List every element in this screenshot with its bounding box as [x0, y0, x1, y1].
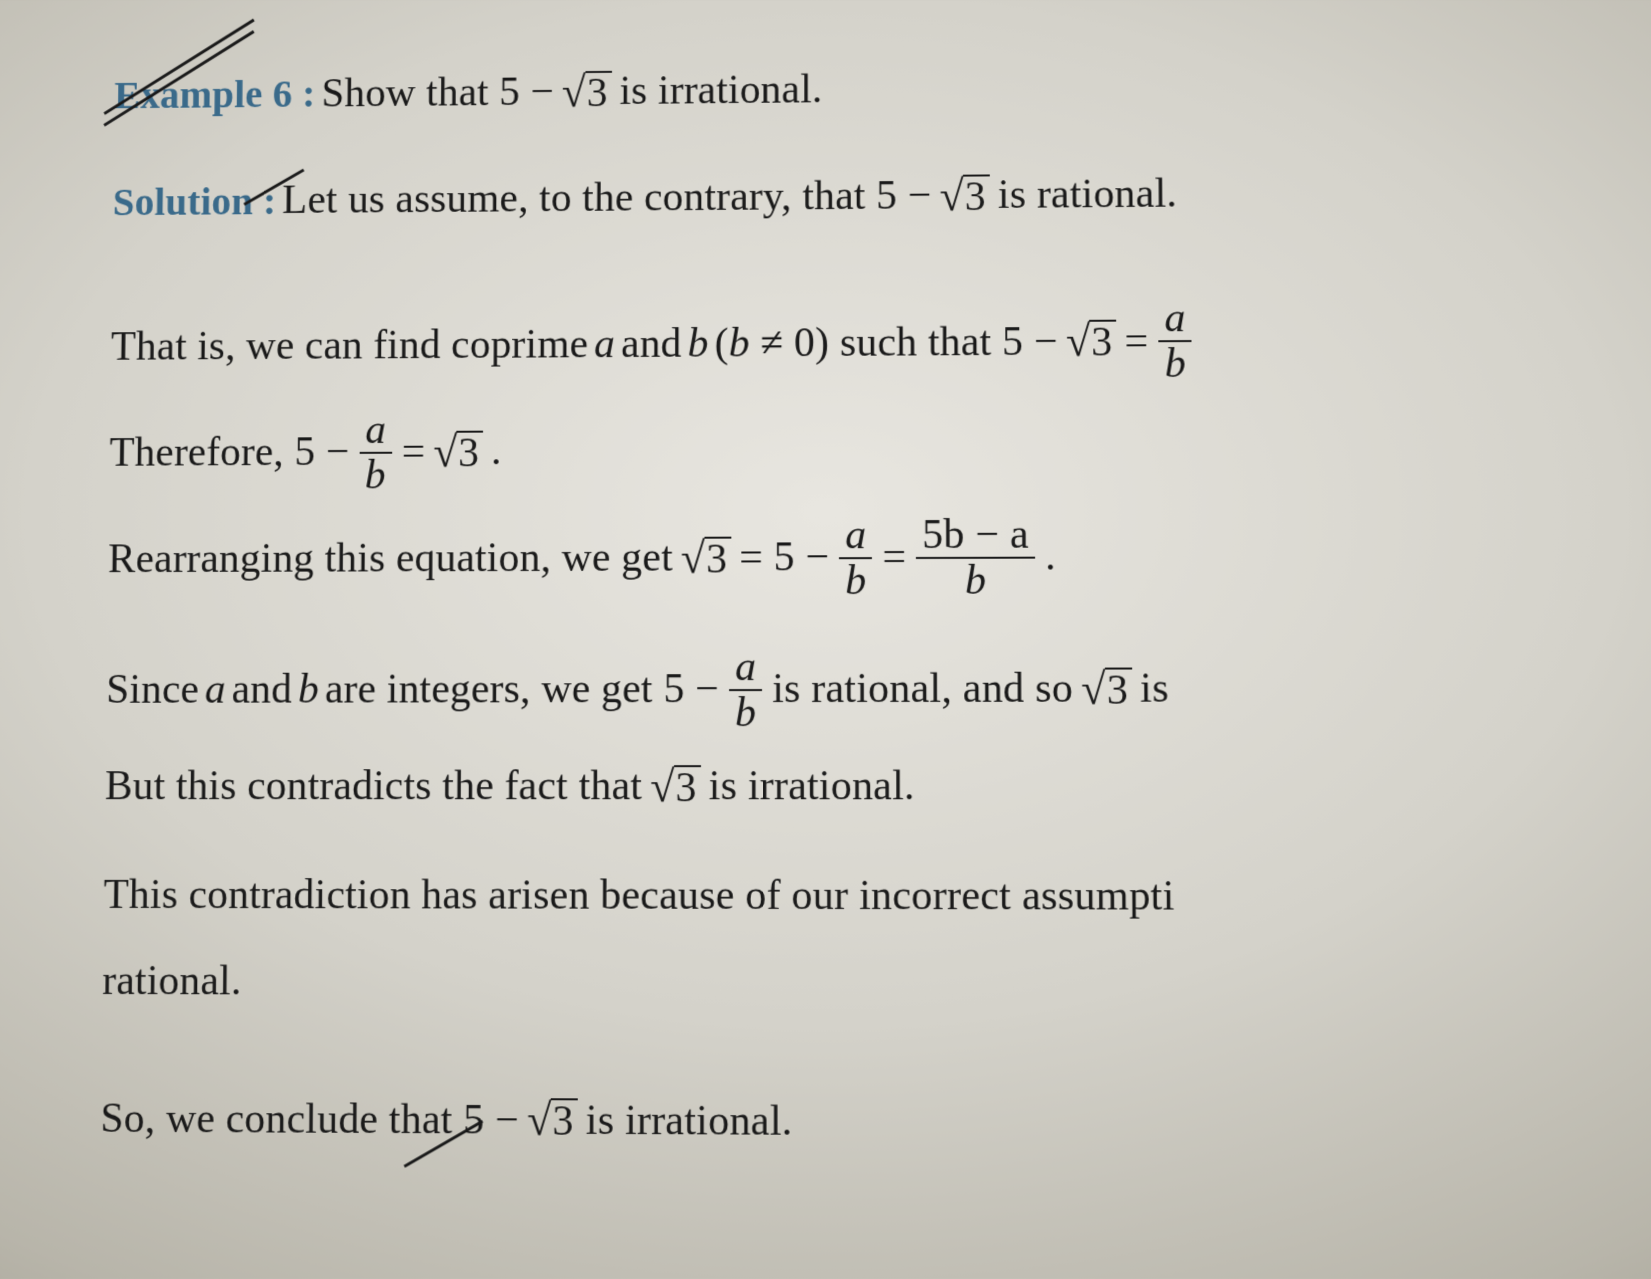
var-b: b: [298, 657, 320, 724]
numerator: a: [359, 408, 392, 454]
denominator: b: [1158, 342, 1192, 386]
numerator: a: [839, 513, 872, 559]
fraction-a-over-b: a b: [729, 645, 762, 735]
equals: =: [882, 524, 906, 591]
radicand: 3: [704, 536, 731, 580]
radical-sign: √: [1066, 320, 1091, 364]
fraction-a-over-b: a b: [1158, 297, 1192, 387]
text: Since: [106, 657, 200, 724]
text: Rearranging this equation, we get: [108, 525, 673, 593]
denominator: b: [359, 453, 392, 497]
text: (b ≠ 0) such that 5 −: [715, 309, 1059, 377]
radical-sign: √: [527, 1098, 552, 1143]
dot: .: [1045, 524, 1056, 591]
equals: =: [1124, 308, 1148, 375]
sqrt-3: √ 3: [1066, 320, 1117, 364]
denominator: b: [839, 559, 872, 603]
denominator: b: [729, 691, 762, 735]
radical-sign: √: [681, 537, 705, 581]
contradiction-line-2: rational.: [102, 947, 1603, 1019]
text: is irrational.: [709, 753, 915, 821]
textbook-page: Example 6 : Show that 5 − √ 3 is irratio…: [0, 0, 1651, 1279]
radicand: 3: [963, 174, 990, 217]
text: Therefore, 5 −: [109, 419, 350, 486]
example-label: Example 6 :: [114, 72, 316, 117]
fraction-a-over-b: a b: [359, 408, 392, 497]
radical-sign: √: [562, 71, 586, 114]
solution-label: Solution :: [112, 170, 276, 234]
radical-sign: √: [1081, 668, 1106, 712]
dot: .: [491, 419, 502, 485]
numerator: 5b − a: [916, 513, 1035, 559]
example-label-striked: Example 6 :: [114, 62, 316, 129]
text: is rational, and so: [772, 656, 1073, 724]
radicand: 3: [456, 430, 483, 474]
solution-text-after: is rational.: [998, 161, 1178, 229]
contradiction-line-1: This contradiction has arisen because of…: [103, 862, 1602, 932]
conclude-line: So, we conclude that 5 − √ 3 is irration…: [100, 1085, 1605, 1160]
sqrt-3: √ 3: [433, 430, 483, 474]
text: and: [231, 657, 292, 724]
radical-sign: √: [940, 174, 964, 218]
numerator: a: [729, 645, 762, 691]
var-b: b: [688, 311, 709, 377]
fraction-a-over-b: a b: [839, 513, 872, 603]
fraction-5b-minus-a-over-b: 5b − a b: [916, 513, 1035, 603]
since-line: Since a and b are integers, we get 5 − a…: [106, 644, 1600, 736]
radicand: 3: [1105, 668, 1133, 712]
example-text-before: Show that 5 −: [321, 60, 554, 127]
sqrt-3: √ 3: [562, 70, 612, 113]
sqrt-3: √ 3: [681, 536, 731, 580]
example-line: Example 6 : Show that 5 − √ 3 is irratio…: [114, 50, 1591, 129]
radical-sign: √: [650, 765, 674, 809]
text: is: [1140, 656, 1169, 724]
sqrt-3: √ 3: [1081, 668, 1132, 712]
text: But this contradicts the fact that: [105, 753, 643, 820]
numerator: a: [1158, 297, 1192, 343]
radical-sign: √: [433, 430, 457, 474]
text: is irrational.: [586, 1087, 793, 1156]
solution-line: Solution : Let us assume, to the contrar…: [112, 158, 1592, 235]
text: That is, we can find coprime: [110, 312, 588, 381]
radicand: 3: [673, 765, 700, 809]
equals: =: [401, 419, 425, 485]
text: are integers, we get 5 −: [325, 657, 720, 724]
example-text-after: is irrational.: [619, 57, 822, 124]
text: So, we conclude that 5 −: [100, 1085, 519, 1155]
sqrt-3: √ 3: [527, 1098, 578, 1143]
radicand: 3: [550, 1098, 577, 1143]
sqrt-3: √ 3: [650, 765, 701, 809]
but-line: But this contradicts the fact that √ 3 i…: [105, 753, 1601, 821]
rearranging-line: Rearranging this equation, we get √ 3 = …: [107, 511, 1597, 605]
radicand: 3: [585, 70, 612, 113]
solution-text-before: Let us assume, to the contrary, that 5 −: [282, 163, 932, 234]
text: and: [621, 311, 682, 378]
coprime-line: That is, we can find coprime a and b (b …: [110, 294, 1594, 391]
var-a: a: [205, 657, 227, 724]
radicand: 3: [1089, 320, 1116, 364]
var-a: a: [594, 312, 615, 378]
sqrt-3: √ 3: [940, 174, 990, 218]
denominator: b: [959, 559, 992, 603]
therefore-line: Therefore, 5 − a b = √ 3 .: [109, 402, 1596, 498]
equals: = 5 −: [739, 525, 829, 592]
